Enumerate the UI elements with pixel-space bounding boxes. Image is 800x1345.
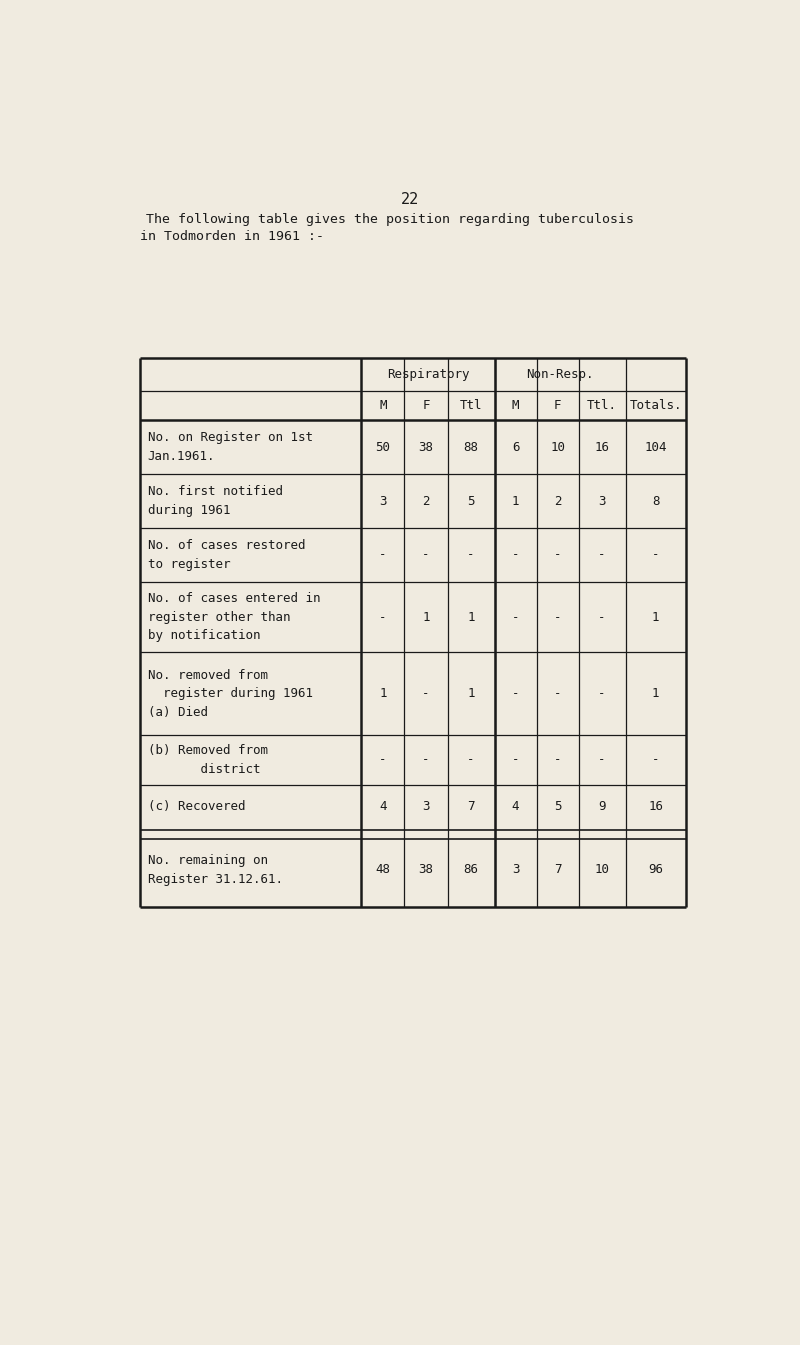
Text: 6: 6: [512, 441, 519, 453]
Text: 16: 16: [594, 441, 610, 453]
Text: No. remaining on: No. remaining on: [148, 854, 268, 868]
Text: during 1961: during 1961: [148, 504, 230, 516]
Text: 16: 16: [648, 800, 663, 814]
Text: -: -: [512, 753, 519, 767]
Text: -: -: [598, 687, 606, 701]
Text: M: M: [512, 399, 519, 413]
Text: 1: 1: [467, 687, 475, 701]
Text: register other than: register other than: [148, 611, 290, 624]
Text: No. on Register on 1st: No. on Register on 1st: [148, 432, 313, 444]
Text: -: -: [379, 549, 386, 561]
Text: 22: 22: [401, 192, 419, 207]
Text: 3: 3: [598, 495, 606, 507]
Text: 10: 10: [594, 863, 610, 877]
Text: Jan.1961.: Jan.1961.: [148, 451, 215, 463]
Text: M: M: [379, 399, 386, 413]
Text: 2: 2: [554, 495, 562, 507]
Text: 5: 5: [467, 495, 475, 507]
Text: The following table gives the position regarding tuberculosis: The following table gives the position r…: [146, 214, 634, 226]
Text: (c) Recovered: (c) Recovered: [148, 800, 246, 814]
Text: F: F: [554, 399, 562, 413]
Text: -: -: [598, 753, 606, 767]
Text: 104: 104: [645, 441, 667, 453]
Text: -: -: [512, 687, 519, 701]
Text: 1: 1: [512, 495, 519, 507]
Text: 4: 4: [512, 800, 519, 814]
Text: district: district: [148, 763, 260, 776]
Text: (a) Died: (a) Died: [148, 706, 208, 718]
Text: 38: 38: [418, 863, 434, 877]
Text: 7: 7: [467, 800, 475, 814]
Text: No. of cases entered in: No. of cases entered in: [148, 592, 320, 605]
Text: 1: 1: [379, 687, 386, 701]
Text: to register: to register: [148, 558, 230, 570]
Text: in Todmorden in 1961 :-: in Todmorden in 1961 :-: [140, 230, 324, 242]
Text: 5: 5: [554, 800, 562, 814]
Text: -: -: [554, 687, 562, 701]
Text: -: -: [422, 753, 430, 767]
Text: Register 31.12.61.: Register 31.12.61.: [148, 873, 282, 885]
Text: 1: 1: [652, 611, 659, 624]
Text: 8: 8: [652, 495, 659, 507]
Text: Non-Resp.: Non-Resp.: [526, 369, 594, 381]
Text: -: -: [379, 611, 386, 624]
Text: No. first notified: No. first notified: [148, 486, 282, 498]
Text: -: -: [598, 611, 606, 624]
Text: -: -: [512, 549, 519, 561]
Text: -: -: [652, 549, 659, 561]
Text: 1: 1: [422, 611, 430, 624]
Text: register during 1961: register during 1961: [148, 687, 313, 701]
Text: 2: 2: [422, 495, 430, 507]
Text: -: -: [554, 753, 562, 767]
Text: (b) Removed from: (b) Removed from: [148, 744, 268, 757]
Text: No. removed from: No. removed from: [148, 668, 268, 682]
Text: 7: 7: [554, 863, 562, 877]
Text: 1: 1: [652, 687, 659, 701]
Text: -: -: [379, 753, 386, 767]
Text: 3: 3: [379, 495, 386, 507]
Text: 1: 1: [467, 611, 475, 624]
Text: Ttl: Ttl: [460, 399, 482, 413]
Text: 38: 38: [418, 441, 434, 453]
Text: Respiratory: Respiratory: [386, 369, 470, 381]
Text: by notification: by notification: [148, 629, 260, 642]
Text: Ttl.: Ttl.: [587, 399, 617, 413]
Text: F: F: [422, 399, 430, 413]
Text: 86: 86: [464, 863, 478, 877]
Text: -: -: [598, 549, 606, 561]
Text: -: -: [554, 549, 562, 561]
Text: 50: 50: [375, 441, 390, 453]
Text: -: -: [467, 753, 475, 767]
Text: 48: 48: [375, 863, 390, 877]
Text: 4: 4: [379, 800, 386, 814]
Text: -: -: [554, 611, 562, 624]
Text: -: -: [422, 549, 430, 561]
Text: 3: 3: [512, 863, 519, 877]
Text: 3: 3: [422, 800, 430, 814]
Text: -: -: [652, 753, 659, 767]
Text: -: -: [467, 549, 475, 561]
Text: 9: 9: [598, 800, 606, 814]
Text: 10: 10: [550, 441, 565, 453]
Text: 96: 96: [648, 863, 663, 877]
Text: 88: 88: [464, 441, 478, 453]
Text: No. of cases restored: No. of cases restored: [148, 539, 306, 553]
Text: -: -: [512, 611, 519, 624]
Text: Totals.: Totals.: [630, 399, 682, 413]
Text: -: -: [422, 687, 430, 701]
